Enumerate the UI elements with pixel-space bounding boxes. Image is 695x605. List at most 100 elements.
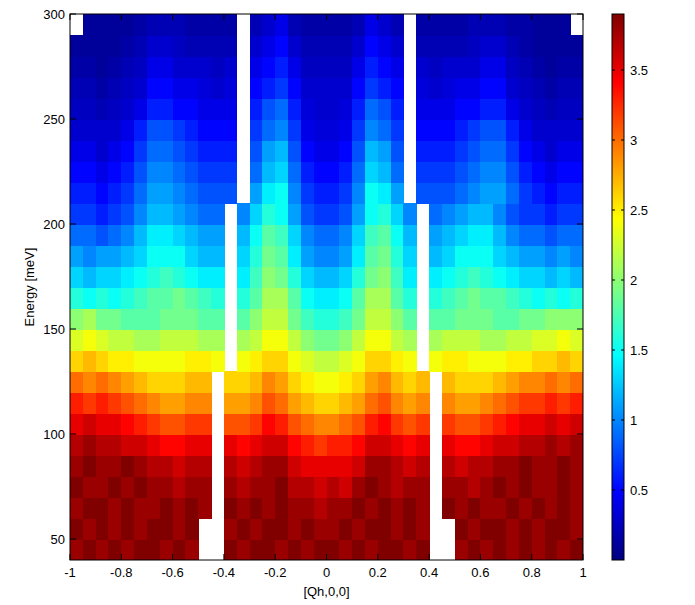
cell	[160, 308, 173, 330]
cell	[250, 476, 263, 498]
cell	[468, 182, 481, 204]
cell	[70, 266, 83, 288]
cell	[557, 203, 570, 225]
cell	[429, 287, 442, 309]
cell	[147, 77, 160, 99]
y-axis-title: Energy [meV]	[22, 248, 37, 327]
x-tick-top	[583, 14, 584, 20]
cell	[185, 434, 198, 456]
cell	[250, 497, 263, 519]
cell	[339, 182, 352, 204]
cell	[519, 182, 532, 204]
x-tick-top	[377, 14, 378, 20]
cell	[416, 56, 429, 78]
cell	[378, 308, 391, 330]
cell	[96, 182, 109, 204]
cell	[173, 413, 186, 435]
cell	[262, 413, 275, 435]
cell	[519, 392, 532, 414]
cell	[532, 224, 545, 246]
cell	[288, 308, 301, 330]
cell	[96, 14, 109, 36]
cell	[134, 203, 147, 225]
cell	[570, 455, 583, 477]
x-tick-label: -1	[64, 565, 76, 580]
cell	[493, 539, 506, 560]
cell	[557, 224, 570, 246]
cell	[391, 14, 404, 36]
cell	[173, 56, 186, 78]
cell	[378, 56, 391, 78]
cell	[391, 77, 404, 99]
cell	[327, 371, 340, 393]
cell	[198, 98, 211, 120]
y-tick-right	[577, 539, 583, 540]
cell	[173, 350, 186, 372]
y-tick-right	[577, 14, 583, 15]
cell	[455, 518, 468, 540]
y-tick-label: 300	[43, 7, 65, 22]
cell	[570, 350, 583, 372]
cell	[224, 35, 237, 57]
cell	[352, 413, 365, 435]
cell	[108, 539, 121, 560]
cell	[83, 98, 96, 120]
cell	[493, 77, 506, 99]
cell	[519, 266, 532, 288]
cell	[237, 434, 250, 456]
cell	[301, 476, 314, 498]
cell	[557, 518, 570, 540]
cell	[493, 14, 506, 36]
cell	[352, 497, 365, 519]
cell	[557, 140, 570, 162]
x-tick-top	[275, 14, 276, 20]
cell	[83, 497, 96, 519]
cell	[237, 476, 250, 498]
cell	[83, 56, 96, 78]
cell	[480, 266, 493, 288]
cell	[455, 497, 468, 519]
cell	[480, 14, 493, 36]
cell	[301, 245, 314, 267]
cell	[198, 77, 211, 99]
cell	[121, 287, 134, 309]
cell	[429, 182, 442, 204]
cell	[96, 497, 109, 519]
cell	[160, 224, 173, 246]
cell	[506, 371, 519, 393]
cell	[224, 140, 237, 162]
x-tick-label: 0.4	[420, 565, 438, 580]
cell	[275, 287, 288, 309]
cell	[429, 140, 442, 162]
plot-background	[70, 14, 583, 560]
cell	[442, 14, 455, 36]
cell	[378, 350, 391, 372]
cell	[237, 287, 250, 309]
cell	[224, 161, 237, 183]
cell	[96, 434, 109, 456]
cell	[262, 455, 275, 477]
cell	[173, 182, 186, 204]
cell	[211, 14, 224, 36]
cell	[198, 119, 211, 141]
cell	[108, 434, 121, 456]
cell	[301, 182, 314, 204]
cell	[455, 329, 468, 351]
cell	[147, 392, 160, 414]
cell	[96, 161, 109, 183]
cell	[468, 14, 481, 36]
cell	[275, 434, 288, 456]
cell	[314, 476, 327, 498]
cell	[160, 98, 173, 120]
cell	[288, 77, 301, 99]
cell	[442, 98, 455, 120]
cell	[70, 476, 83, 498]
cell	[147, 329, 160, 351]
cell	[416, 119, 429, 141]
cell	[327, 35, 340, 57]
cell	[237, 329, 250, 351]
cell	[365, 266, 378, 288]
cell	[532, 245, 545, 267]
cell	[96, 392, 109, 414]
cell	[160, 455, 173, 477]
